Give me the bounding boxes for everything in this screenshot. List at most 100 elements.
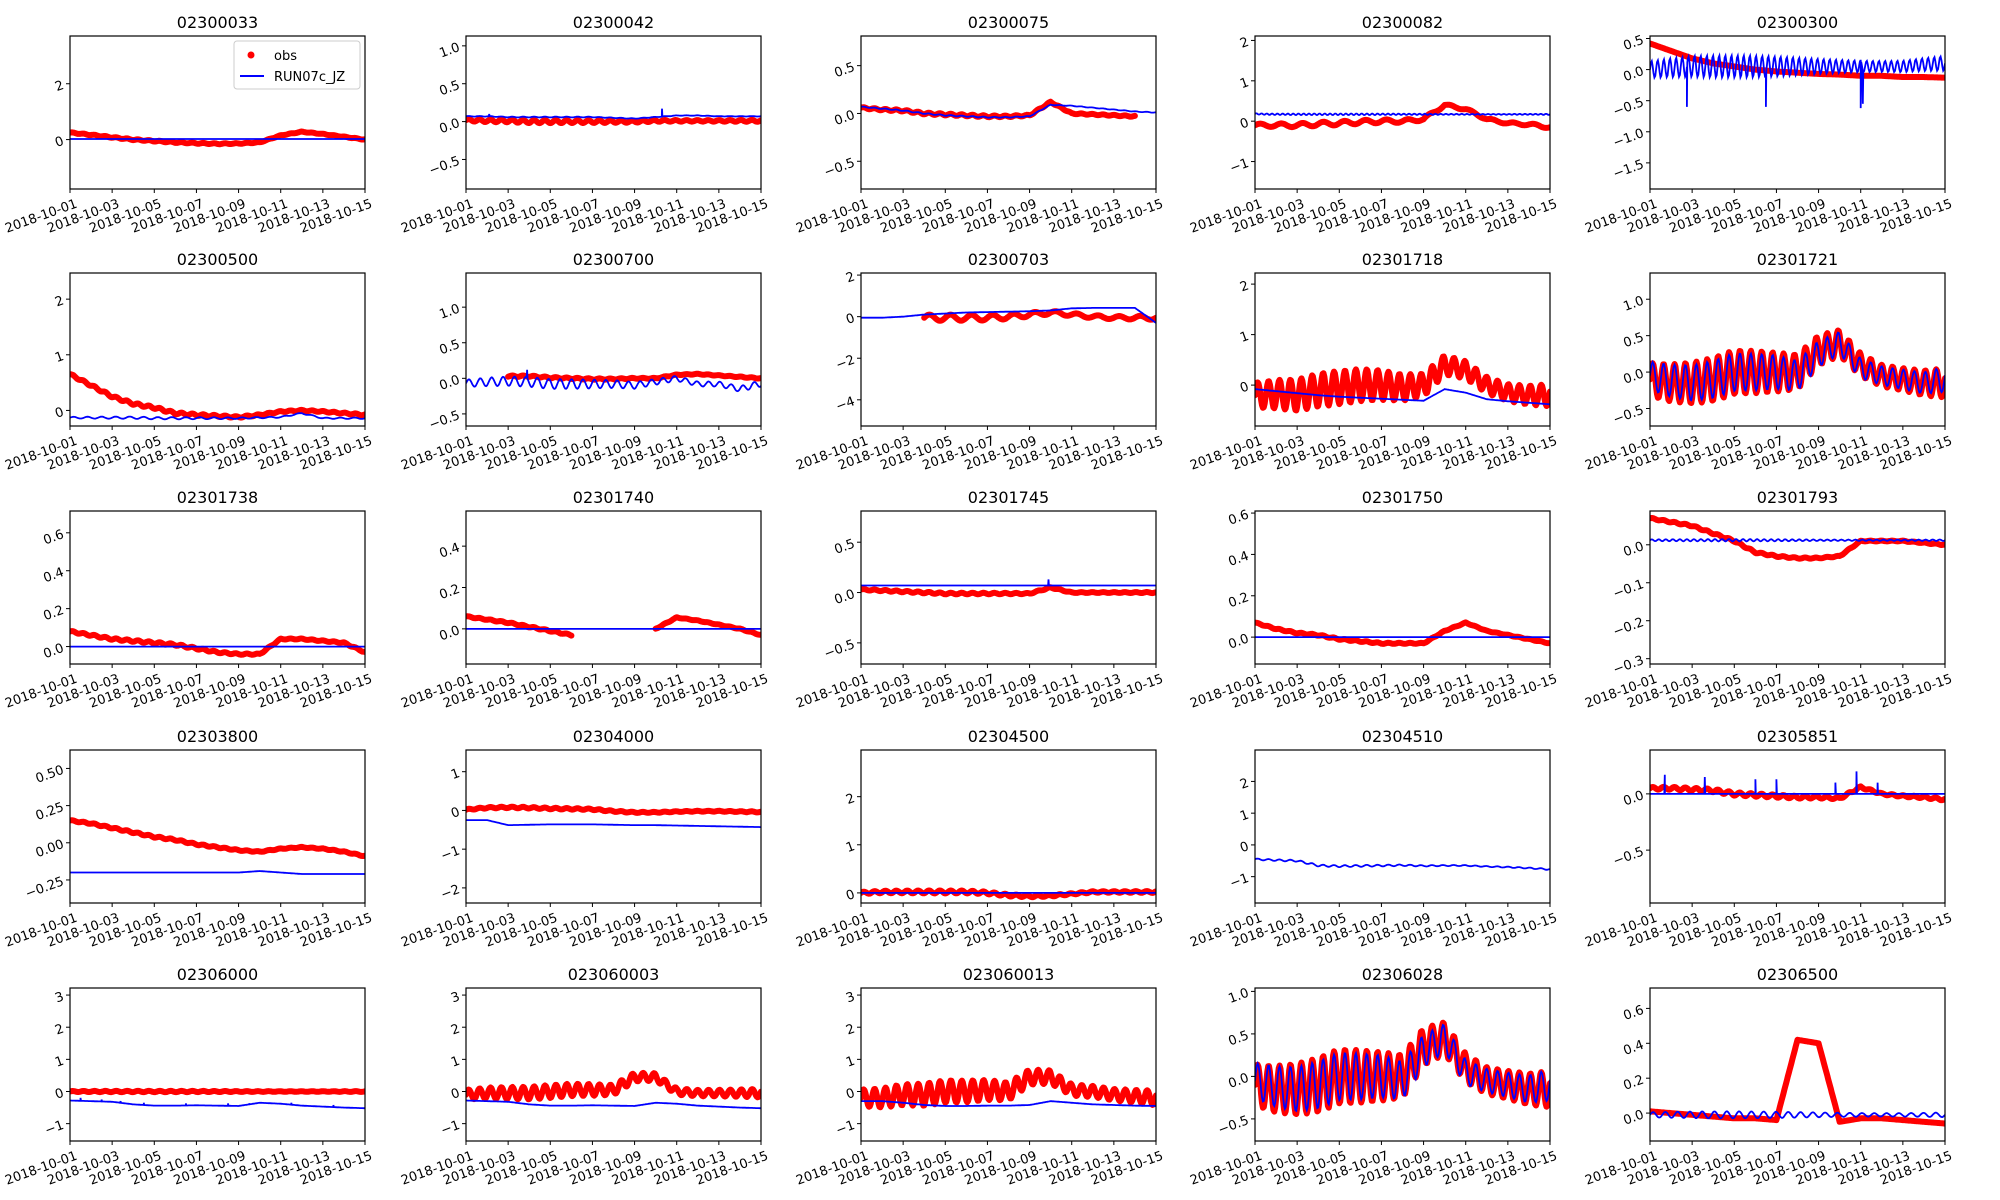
- axes-frame: [465, 272, 762, 427]
- y-tick-label: 1.0: [1622, 294, 1647, 315]
- y-tick-label: 0.4: [1227, 549, 1252, 570]
- subplot-02301718: 023017180122018-10-012018-10-032018-10-0…: [1188, 250, 1559, 474]
- axes-frame: [1649, 510, 1946, 665]
- obs-series: [1255, 1019, 1550, 1117]
- axes-frame: [1649, 749, 1946, 904]
- y-tick-label: 1: [53, 1054, 66, 1071]
- subplot-02303800: 02303800−0.250.000.250.502018-10-012018-…: [3, 727, 374, 951]
- model-series: [861, 103, 1156, 119]
- y-tick-label: −2: [439, 882, 462, 903]
- subplot-02301721: 02301721−0.50.00.51.02018-10-012018-10-0…: [1583, 250, 1954, 474]
- axes-frame: [1254, 510, 1551, 665]
- axes-frame: [465, 510, 762, 665]
- axes-frame: [1649, 272, 1946, 427]
- y-tick-label: 0: [1238, 379, 1251, 396]
- y-tick-label: 0: [449, 805, 462, 822]
- subplot-title: 02301718: [1362, 250, 1443, 269]
- y-tick-label: 0.0: [1227, 631, 1252, 652]
- y-tick-label: −0.5: [427, 408, 462, 433]
- axes-frame: [69, 272, 366, 427]
- y-tick-label: 0.5: [833, 537, 858, 558]
- legend: obs RUN07c_JZ: [233, 40, 361, 90]
- y-tick-label: 2: [53, 294, 66, 311]
- y-tick-label: 1: [1238, 329, 1251, 346]
- y-tick-label: 0: [53, 1086, 66, 1103]
- y-tick-label: 1: [1238, 808, 1251, 825]
- y-tick-label: 0.6: [42, 527, 67, 548]
- obs-series: [861, 1066, 1156, 1111]
- model-series: [1650, 1110, 1945, 1120]
- subplot-title: 02301740: [573, 488, 654, 507]
- y-tick-label: 0.0: [1622, 366, 1647, 387]
- legend-obs-label: obs: [274, 49, 297, 64]
- axes-frame: [69, 510, 366, 665]
- y-tick-label: 0.0: [1622, 64, 1647, 85]
- y-tick-label: −0.5: [427, 154, 462, 179]
- y-tick-label: −1: [439, 844, 462, 865]
- y-tick-label: 0: [53, 134, 66, 151]
- obs-series: [1255, 353, 1550, 414]
- y-tick-label: −1: [1228, 871, 1251, 892]
- y-tick-label: 0: [449, 1086, 462, 1103]
- subplot-02304500: 023045000122018-10-012018-10-032018-10-0…: [794, 727, 1165, 951]
- obs-series: [1650, 1036, 1945, 1127]
- y-tick-label: −0.5: [1611, 403, 1646, 428]
- y-tick-label: 0.0: [1622, 539, 1647, 560]
- y-tick-label: 2: [844, 791, 857, 808]
- subplot-02300075: 02300075−0.50.00.52018-10-012018-10-0320…: [794, 13, 1165, 237]
- subplot-title: 02304510: [1362, 727, 1443, 746]
- y-tick-label: 1: [1238, 75, 1251, 92]
- subplot-title: 02305851: [1757, 727, 1838, 746]
- y-tick-label: 2: [1238, 35, 1251, 52]
- subplot-023060003: 023060003−101232018-10-012018-10-032018-…: [399, 965, 770, 1189]
- y-tick-label: 1: [844, 839, 857, 856]
- y-tick-label: 0.4: [1622, 1038, 1647, 1059]
- obs-series: [1650, 515, 1945, 562]
- model-series: [466, 1099, 761, 1110]
- y-tick-label: 3: [53, 989, 66, 1006]
- y-tick-label: 0.5: [1622, 33, 1647, 54]
- axes-frame: [1254, 272, 1551, 427]
- axes-frame: [69, 35, 366, 190]
- subplot-02301750: 023017500.00.20.40.62018-10-012018-10-03…: [1188, 488, 1559, 712]
- model-series: [1255, 112, 1550, 116]
- y-tick-label: −0.2: [1611, 615, 1646, 640]
- obs-series: [466, 1069, 761, 1103]
- y-tick-label: 0: [53, 405, 66, 422]
- model-series: [466, 108, 761, 120]
- subplot-title: 023060013: [963, 965, 1055, 984]
- model-series: [861, 307, 1156, 324]
- y-tick-label: 1.0: [1227, 986, 1252, 1007]
- y-tick-label: −4: [834, 394, 857, 415]
- subplot-02300703: 02300703−4−2022018-10-012018-10-032018-1…: [794, 250, 1165, 474]
- y-tick-label: 1: [449, 1054, 462, 1071]
- y-tick-label: 0.0: [438, 373, 463, 394]
- subplot-title: 02303800: [177, 727, 258, 746]
- model-series: [70, 870, 365, 875]
- subplot-02301740: 023017400.00.20.42018-10-012018-10-03201…: [399, 488, 770, 712]
- model-series: [466, 369, 761, 393]
- y-tick-label: −0.5: [822, 637, 857, 662]
- y-tick-label: 0.2: [438, 582, 463, 603]
- axes-frame: [860, 987, 1157, 1142]
- axes-frame: [1649, 987, 1946, 1142]
- y-tick-label: −0.5: [1611, 95, 1646, 120]
- obs-series: [70, 628, 365, 658]
- y-tick-label: 0.25: [34, 800, 66, 824]
- obs-series: [1255, 101, 1550, 131]
- model-series: [1650, 331, 1945, 403]
- y-tick-label: 0.00: [34, 837, 66, 861]
- y-tick-label: 0.2: [1622, 1073, 1647, 1094]
- subplot-title: 02300042: [573, 13, 654, 32]
- obs-series: [466, 613, 761, 639]
- y-tick-label: 3: [449, 989, 462, 1006]
- y-tick-label: 0: [1238, 839, 1251, 856]
- model-series: [1650, 538, 1945, 543]
- obs-series: [70, 1087, 365, 1096]
- axes-frame: [860, 749, 1157, 904]
- axes-frame: [860, 510, 1157, 665]
- subplot-02305851: 02305851−0.50.02018-10-012018-10-032018-…: [1583, 727, 1954, 951]
- subplot-title: 02306028: [1362, 965, 1443, 984]
- y-tick-label: −1: [1228, 156, 1251, 177]
